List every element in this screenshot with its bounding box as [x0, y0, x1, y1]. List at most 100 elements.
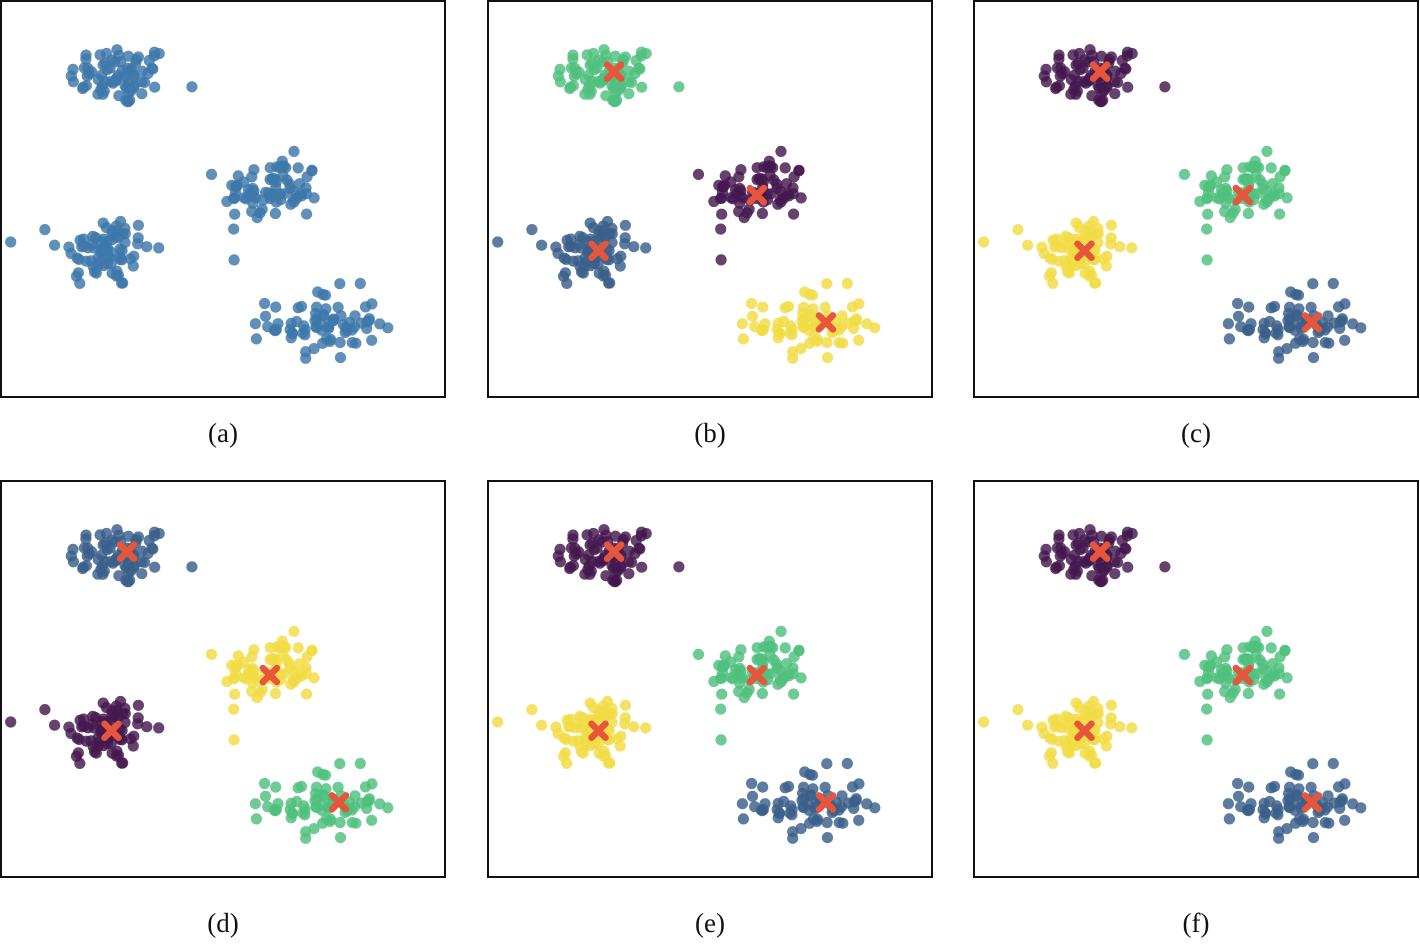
data-point — [5, 716, 17, 728]
data-point — [49, 719, 61, 731]
data-point — [291, 192, 303, 204]
data-point — [332, 301, 344, 313]
data-point — [349, 790, 361, 802]
data-point — [746, 297, 758, 310]
data-point — [1068, 563, 1080, 576]
data-point — [608, 96, 621, 108]
data-point — [673, 561, 685, 573]
data-point — [125, 63, 138, 75]
data-point — [779, 302, 791, 314]
data-point — [836, 310, 848, 322]
data-point — [228, 254, 240, 266]
data-point — [363, 795, 375, 807]
data-point — [561, 277, 573, 289]
data-point — [337, 319, 350, 331]
data-point — [153, 48, 165, 60]
cluster-2-points — [692, 145, 807, 266]
data-point — [257, 194, 269, 206]
data-point — [328, 313, 340, 325]
data-point — [153, 242, 165, 254]
data-point — [334, 336, 346, 349]
data-point — [978, 716, 990, 728]
data-point — [1220, 197, 1232, 209]
data-point — [122, 530, 134, 542]
data-point — [1201, 223, 1213, 235]
data-point — [270, 301, 282, 313]
data-point — [80, 529, 92, 541]
data-point — [1098, 85, 1110, 97]
data-point — [112, 749, 125, 761]
data-point — [259, 790, 272, 802]
data-point — [1095, 50, 1107, 62]
data-point — [147, 543, 159, 555]
data-point — [292, 782, 304, 794]
data-point — [765, 668, 777, 680]
data-point — [715, 254, 727, 266]
data-point — [753, 653, 765, 665]
data-point — [317, 288, 329, 301]
data-point — [1060, 238, 1072, 250]
data-point — [128, 730, 140, 742]
data-point — [853, 814, 865, 826]
data-point — [132, 219, 144, 231]
data-point — [1232, 777, 1244, 790]
data-point — [619, 699, 631, 711]
data-point — [1070, 260, 1083, 272]
data-point — [591, 542, 603, 554]
data-point — [1336, 315, 1348, 327]
data-point — [110, 220, 122, 232]
data-point — [1259, 328, 1272, 340]
data-point — [1063, 267, 1075, 279]
data-point — [1202, 688, 1214, 700]
data-point — [1232, 310, 1245, 322]
data-point — [1109, 556, 1121, 568]
data-point — [278, 188, 290, 200]
data-point — [1251, 668, 1263, 680]
data-point — [735, 644, 747, 656]
data-point — [116, 254, 128, 266]
data-point — [775, 145, 787, 157]
data-point — [795, 192, 807, 204]
caption-b: (b) — [694, 418, 726, 448]
data-point — [1095, 530, 1107, 542]
data-point — [1290, 288, 1302, 301]
data-point — [1307, 336, 1319, 349]
panel-c — [973, 0, 1419, 398]
data-point — [1126, 528, 1138, 540]
data-point — [1211, 192, 1223, 204]
data-point — [1223, 333, 1235, 345]
data-point — [1201, 254, 1213, 266]
data-point — [1221, 164, 1233, 176]
data-point — [796, 795, 808, 807]
data-point — [78, 720, 90, 732]
data-point — [609, 530, 621, 542]
data-point — [1116, 534, 1128, 547]
data-point — [804, 288, 816, 301]
data-point — [640, 528, 652, 540]
data-point — [833, 337, 845, 349]
data-point — [1053, 80, 1065, 92]
data-point — [111, 524, 123, 536]
data-point — [805, 309, 817, 321]
data-point — [1291, 789, 1303, 801]
data-point — [143, 54, 155, 67]
data-point — [1122, 81, 1134, 93]
centroid-marker — [603, 541, 625, 562]
data-point — [1274, 208, 1286, 220]
data-point — [1201, 734, 1213, 746]
data-point — [608, 576, 621, 588]
centroid-marker — [1074, 720, 1095, 741]
data-point — [757, 301, 769, 313]
data-point — [284, 178, 296, 190]
data-point — [1120, 63, 1132, 75]
data-point — [796, 315, 808, 327]
caption-f: (f) — [1182, 908, 1210, 938]
data-point — [119, 222, 131, 234]
data-point — [1012, 224, 1024, 236]
data-point — [804, 768, 816, 781]
data-point — [1322, 310, 1334, 322]
centroid-marker — [746, 184, 768, 206]
data-point — [636, 81, 648, 93]
data-point — [775, 625, 787, 637]
data-point — [597, 220, 609, 232]
